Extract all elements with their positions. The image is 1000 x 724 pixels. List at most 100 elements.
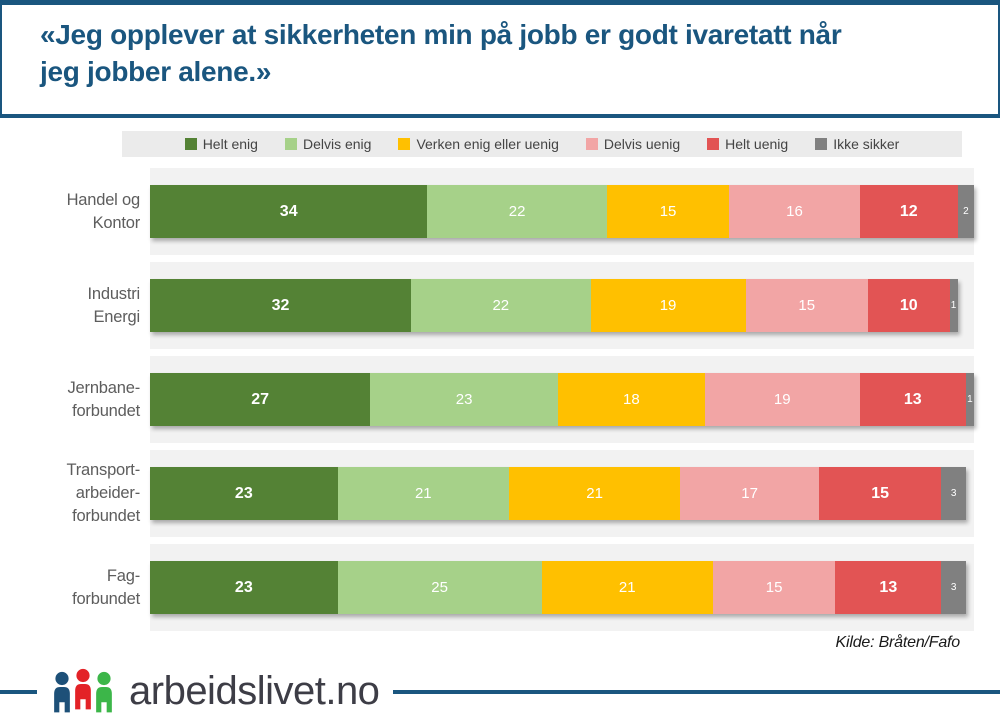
bar-segment-value: 22 — [492, 297, 510, 314]
site-name: arbeidslivet.no — [129, 669, 380, 713]
chart-row: Jernbane-forbundet 27 23 18 19 13 1 — [0, 356, 974, 443]
bar-segment-value: 12 — [899, 202, 918, 220]
bar-segment-value: 15 — [871, 484, 890, 502]
bar-segment: 23 — [150, 467, 338, 520]
legend-label: Helt uenig — [725, 136, 789, 152]
bar-segment-value: 21 — [586, 485, 603, 502]
bar-segment: 1 — [949, 279, 958, 332]
bar-segment-value: 1 — [950, 300, 957, 311]
category-label-line: Transport- — [66, 461, 141, 479]
bar-segment-value: 15 — [798, 297, 816, 314]
bar-segment: 13 — [859, 373, 966, 426]
source-caption: Kilde: Bråten/Fafo — [835, 634, 961, 651]
row-band: 27 23 18 19 13 1 — [150, 356, 974, 443]
category-label-line: Industri — [87, 284, 140, 303]
bar-segment: 15 — [745, 279, 868, 332]
bar-segment-value: 3 — [950, 582, 957, 593]
people-logo-icon — [51, 668, 115, 713]
bar-segment-value: 21 — [414, 485, 432, 502]
legend-label: Helt enig — [202, 136, 258, 152]
bar-segment-value: 25 — [431, 579, 448, 596]
stacked-bar: 23 21 21 17 15 3 — [150, 467, 966, 520]
category-label: Jernbane-forbundet — [0, 356, 150, 443]
bar-segment: 1 — [965, 373, 974, 426]
chart-title-line2: jeg jobber alene.» — [40, 56, 272, 87]
legend: Helt enig Delvis enig Verken enig eller ue… — [122, 131, 962, 157]
bar-segment: 34 — [150, 185, 428, 238]
legend-swatch-icon — [585, 138, 598, 150]
legend-label: Ikke sikker — [833, 136, 900, 152]
bar-segment: 21 — [541, 561, 713, 614]
bar-segment: 15 — [606, 185, 730, 238]
bar-segment-value: 32 — [271, 296, 290, 314]
bar-segment: 23 — [370, 373, 558, 426]
legend-item: Delvis uenig — [585, 136, 680, 152]
chart-row: Fag-forbundet 23 25 21 15 13 3 — [0, 544, 974, 631]
bar-segment: 3 — [941, 561, 966, 614]
bar-segment: 21 — [508, 467, 681, 520]
chart-row: Industri Energi 32 22 19 15 10 1 — [0, 262, 974, 349]
legend-item: Helt uenig — [707, 136, 788, 152]
category-label-line: Handel og — [66, 190, 141, 209]
chart-title: «Jeg opplever at sikkerheten min på jobb… — [0, 0, 1000, 118]
bar-segment-value: 15 — [765, 579, 783, 596]
bar-segment: 21 — [337, 467, 509, 520]
bar-segment: 32 — [150, 279, 412, 332]
chart-area: Handel og Kontor 34 22 15 16 12 2 Industri Energi… — [0, 168, 974, 638]
bar-segment-value: 23 — [234, 578, 253, 596]
bar-segment-value: 27 — [251, 390, 270, 408]
bar-segment-value: 16 — [786, 203, 803, 220]
category-label-line: Fag- — [106, 566, 140, 585]
bar-segment-value: 21 — [618, 579, 636, 596]
bar-segment: 22 — [411, 279, 591, 332]
bar-segment-value: 19 — [659, 297, 677, 314]
bar-segment-value: 19 — [773, 391, 791, 408]
chart-title-line1: «Jeg opplever at sikkerheten min på jobb… — [40, 19, 842, 50]
legend-swatch-icon — [398, 138, 411, 150]
bar-segment: 25 — [337, 561, 542, 614]
category-label: Handel og Kontor — [0, 168, 150, 255]
stacked-bar: 34 22 15 16 12 2 — [150, 185, 974, 238]
person-icon — [96, 671, 112, 713]
category-label: Transport-arbeider-forbundet — [0, 450, 150, 537]
category-label-line: Jernbane- — [67, 378, 141, 397]
legend-swatch-icon — [815, 138, 828, 150]
bar-segment: 27 — [150, 373, 371, 426]
footer-rule-left — [0, 690, 37, 694]
bar-segment-value: 18 — [623, 391, 640, 408]
legend-item: Helt enig — [184, 136, 258, 152]
category-label-line: forbundet — [72, 507, 140, 525]
stacked-bar: 27 23 18 19 13 1 — [150, 373, 974, 426]
category-label: Fag-forbundet — [0, 544, 150, 631]
bar-segment-value: 22 — [508, 203, 526, 220]
bar-segment-value: 2 — [963, 206, 969, 217]
bar-segment: 16 — [729, 185, 860, 238]
row-band: 34 22 15 16 12 2 — [150, 168, 974, 255]
legend-label: Verken enig eller uenig — [416, 136, 559, 152]
bar-segment: 22 — [427, 185, 607, 238]
category-label-line: arbeider- — [75, 484, 140, 502]
bar-segment-value: 15 — [659, 203, 677, 220]
row-band: 23 21 21 17 15 3 — [150, 450, 974, 537]
category-label-line: Energi — [93, 307, 141, 326]
category-label-line: Kontor — [92, 213, 141, 232]
legend-swatch-icon — [707, 138, 720, 150]
footer-rule-right — [393, 690, 1000, 694]
row-band: 23 25 21 15 13 3 — [150, 544, 974, 631]
legend-item: Verken enig eller uenig — [398, 136, 559, 152]
row-band: 32 22 19 15 10 1 — [150, 262, 974, 349]
bar-segment: 19 — [590, 279, 746, 332]
chart-row: Transport-arbeider-forbundet 23 21 21 17 15 3 — [0, 450, 974, 537]
footer: arbeidslivet.no — [0, 663, 1000, 721]
legend-item: Ikke sikker — [815, 136, 899, 152]
bar-segment: 10 — [867, 279, 950, 332]
bar-segment-value: 1 — [967, 394, 973, 405]
bar-segment: 18 — [557, 373, 705, 426]
legend-swatch-icon — [184, 138, 197, 150]
legend-item: Delvis enig — [284, 136, 372, 152]
bar-segment-value: 3 — [950, 488, 957, 499]
bar-segment: 23 — [150, 561, 338, 614]
bar-segment-value: 10 — [899, 296, 918, 314]
person-icon — [75, 668, 91, 710]
legend-label: Delvis enig — [302, 136, 372, 152]
